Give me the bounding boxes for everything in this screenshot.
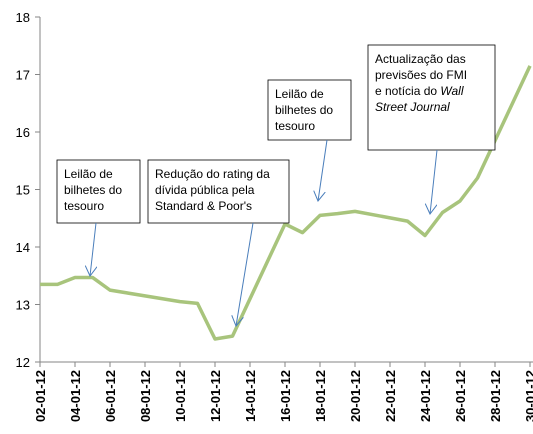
x-tick-label: 24-01-12: [418, 370, 433, 422]
annotation-segment: Street Journal: [375, 100, 450, 114]
annotation-text: Leilão de: [64, 167, 113, 181]
annotation-segment: Standard & Poor's: [155, 199, 252, 213]
annotation-text: Leilão de: [275, 87, 324, 101]
x-tick-label: 22-01-12: [383, 370, 398, 422]
annotation-segment: Redução do rating da: [155, 167, 270, 181]
annotation-text: dívida pública pela: [155, 183, 255, 197]
annotation-text: bilhetes do: [64, 183, 122, 197]
annotation-text: Actualização das: [375, 52, 466, 66]
annotation-text: previsões do FMI: [375, 68, 467, 82]
x-tick-label: 14-01-12: [243, 370, 258, 422]
annotation-box: [267, 79, 352, 141]
annotation-arrow: [236, 222, 254, 326]
annotation-segment: Leilão de: [275, 87, 324, 101]
annotation-arrow: [430, 149, 438, 214]
annotation-segment: Wall: [440, 84, 463, 98]
y-tick-label: 15: [16, 183, 30, 198]
x-tick-label: 16-01-12: [278, 370, 293, 422]
x-tick-label: 18-01-12: [313, 370, 328, 422]
annotation-segment: Leilão de: [64, 167, 113, 181]
x-tick-label: 20-01-12: [348, 370, 363, 422]
annotation-box: [56, 159, 141, 224]
x-tick-label: 08-01-12: [138, 370, 153, 422]
y-tick-label: 16: [16, 125, 30, 140]
annotation-segment: previsões do FMI: [375, 68, 467, 82]
annotation-segment: e notícia do: [375, 84, 440, 98]
annotation-text: Street Journal: [375, 100, 450, 114]
annotation-arrow: [318, 139, 328, 201]
annotation-segment: bilhetes do: [64, 183, 122, 197]
annotation-segment: tesouro: [275, 119, 315, 133]
annotation-text: tesouro: [275, 119, 315, 133]
annotation-box: [147, 159, 290, 224]
x-tick-label: 02-01-12: [33, 370, 48, 422]
annotation-segment: dívida pública pela: [155, 183, 255, 197]
y-tick-label: 14: [16, 240, 30, 255]
y-tick-label: 18: [16, 10, 30, 25]
y-tick-label: 12: [16, 355, 30, 370]
annotation-box: [367, 44, 496, 151]
data-line: [40, 65, 532, 341]
y-tick-label: 13: [16, 298, 30, 313]
annotation-arrow: [90, 222, 96, 276]
annotation-text: Redução do rating da: [155, 167, 270, 181]
x-tick-label: 26-01-12: [453, 370, 468, 422]
x-tick-label: 12-01-12: [208, 370, 223, 422]
annotation-text: e notícia do Wall: [375, 84, 464, 98]
x-tick-label: 30-01-12: [523, 370, 533, 422]
x-tick-label: 10-01-12: [173, 370, 188, 422]
annotation-text: Standard & Poor's: [155, 199, 252, 213]
x-tick-label: 28-01-12: [488, 370, 503, 422]
annotation-text: bilhetes do: [275, 103, 333, 117]
annotation-text: tesouro: [64, 199, 104, 213]
y-tick-label: 17: [16, 68, 30, 83]
annotation-segment: bilhetes do: [275, 103, 333, 117]
x-tick-label: 04-01-12: [68, 370, 83, 422]
annotation-segment: Actualização das: [375, 52, 466, 66]
annotation-segment: tesouro: [64, 199, 104, 213]
x-tick-label: 06-01-12: [103, 370, 118, 422]
